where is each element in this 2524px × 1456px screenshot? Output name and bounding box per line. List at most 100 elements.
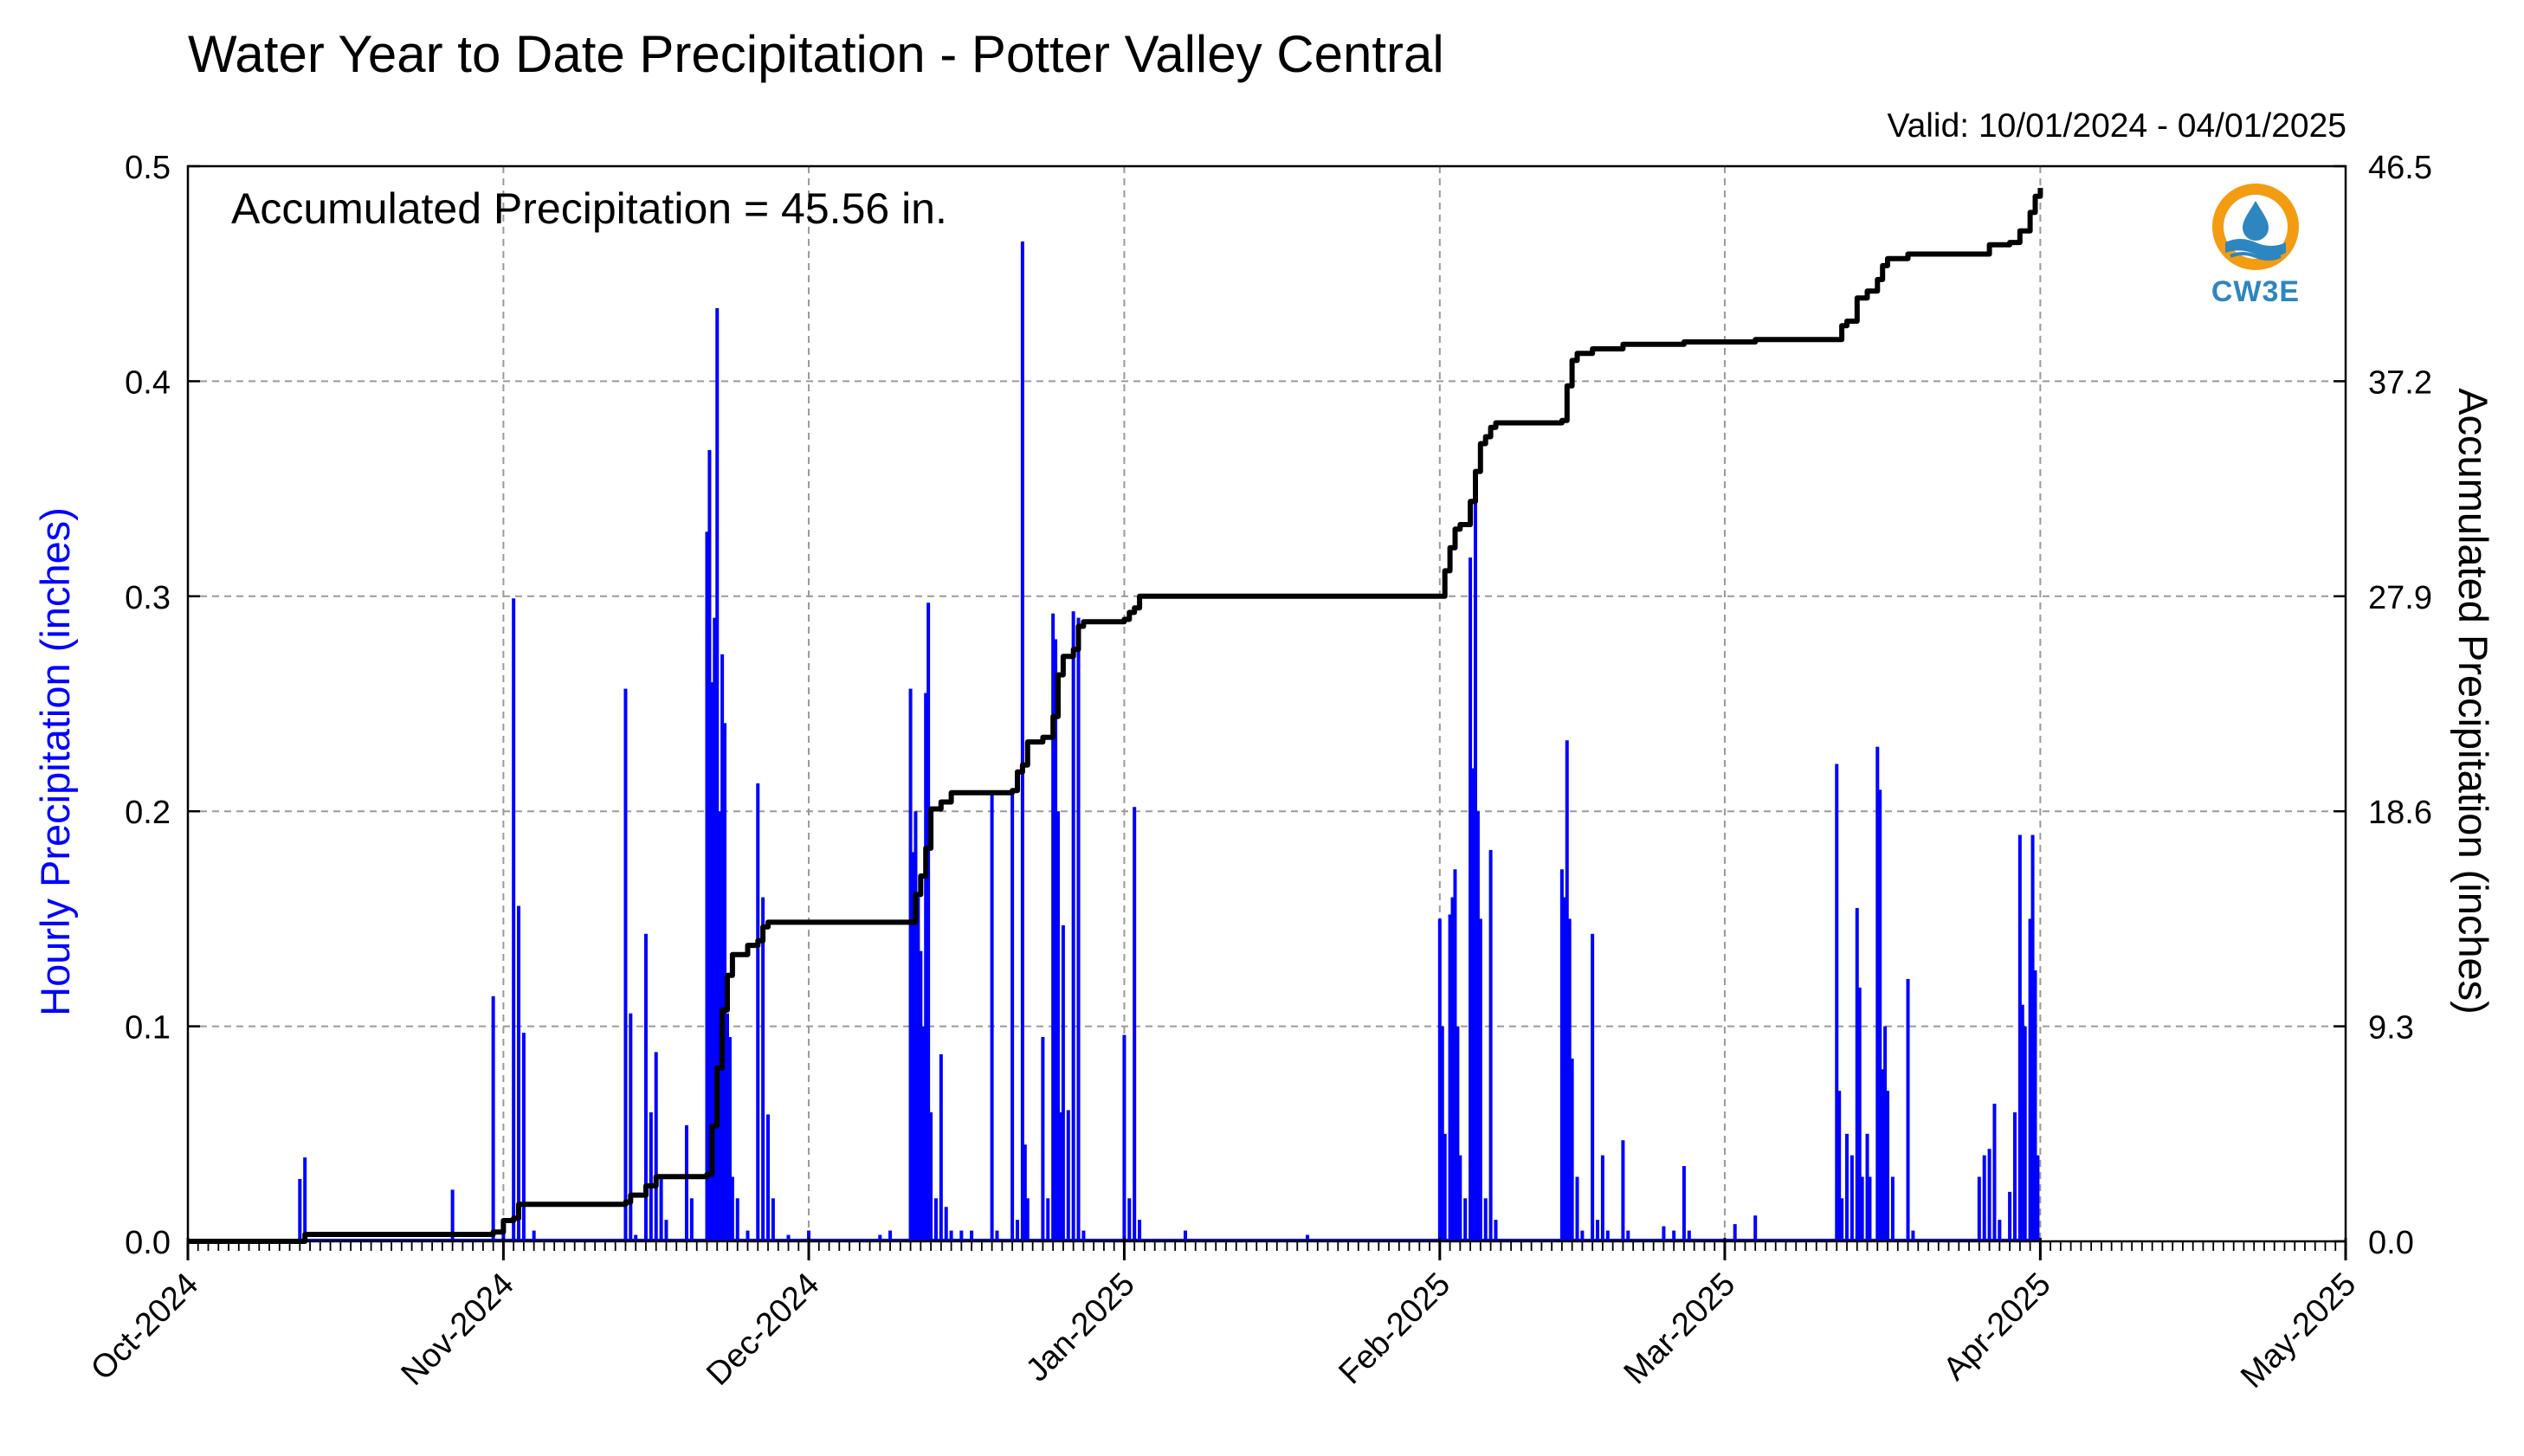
cw3e-logo-icon [2212, 184, 2299, 270]
right-tick-label: 9.3 [2368, 1010, 2414, 1047]
precip-bar [1023, 1144, 1027, 1241]
precip-bar [664, 1220, 668, 1241]
valid-date-range: Valid: 10/01/2024 - 04/01/2025 [1887, 107, 2346, 145]
precip-bar [634, 1234, 638, 1241]
precip-bar [1621, 1140, 1625, 1241]
precip-bar [1054, 639, 1058, 1241]
precip-bar [1494, 1220, 1498, 1241]
precip-bar [1488, 849, 1493, 1241]
x-tick-label: Dec-2024 [700, 1266, 826, 1393]
precip-bar [1570, 1058, 1574, 1241]
precip-bar [929, 1111, 933, 1241]
precip-bar [491, 995, 495, 1241]
y-axis-label-left: Hourly Precipitation (inches) [32, 507, 78, 1016]
precip-bar [1076, 617, 1081, 1241]
precip-bar [926, 602, 931, 1241]
precip-bar [1878, 789, 1882, 1241]
precip-bar [1998, 1220, 2002, 1241]
precip-bar [1041, 1037, 1045, 1241]
precip-bar [1600, 1155, 1604, 1241]
left-tick-label: 0.0 [125, 1225, 171, 1261]
precip-bar [1056, 811, 1061, 1241]
precip-bar [684, 1124, 688, 1241]
precip-bar [532, 1230, 536, 1241]
accumulated-line [188, 188, 2043, 1244]
precip-bar [1473, 488, 1477, 1241]
precip-bar [2036, 1155, 2040, 1241]
precip-bar [1456, 1026, 1460, 1241]
precip-bar [735, 1198, 739, 1241]
x-tick-label: Jan-2025 [1019, 1266, 1142, 1389]
right-tick-label: 46.5 [2368, 150, 2432, 186]
chart-title: Water Year to Date Precipitation - Potte… [188, 25, 1444, 83]
precip-bar [1046, 1198, 1050, 1241]
precip-bar [2028, 918, 2032, 1241]
precip-bar [1682, 1166, 1686, 1241]
precip-bar [1855, 907, 1859, 1241]
precip-bar [1306, 1234, 1310, 1241]
precip-bar [659, 1176, 663, 1241]
precip-bar [1753, 1215, 1758, 1241]
precip-bar [2008, 1191, 2012, 1241]
precip-bar [1127, 1198, 1132, 1241]
precip-bar [766, 1114, 771, 1241]
precip-bar [1443, 1133, 1447, 1241]
precip-bar [1626, 1230, 1630, 1241]
precip-bar [1883, 1026, 1888, 1241]
precip-bar [1860, 1176, 1864, 1241]
right-tick-label: 37.2 [2368, 364, 2432, 401]
precip-bar [715, 307, 720, 1242]
precip-bar [1475, 811, 1480, 1241]
precip-bar [707, 449, 712, 1241]
precip-bar [1051, 613, 1055, 1241]
precip-bar [726, 1013, 729, 1241]
precip-bar [1906, 978, 1910, 1241]
left-tick-label: 0.4 [125, 364, 171, 401]
y-axis-label-right: Accumulated Precipitation (inches) [2450, 388, 2496, 1015]
precip-bar [1982, 1155, 1986, 1241]
precip-bar [1580, 1230, 1585, 1241]
precip-bar [1463, 1198, 1468, 1241]
precip-bar [629, 1013, 633, 1241]
precip-bar [1865, 1133, 1869, 1241]
precip-bar [1868, 1176, 1872, 1241]
precip-bar [1469, 557, 1473, 1241]
precip-bar [1483, 1198, 1488, 1241]
precip-bar [713, 617, 717, 1241]
precip-bar [649, 1111, 653, 1241]
precip-bar [1992, 1104, 1997, 1241]
precip-bar [450, 1189, 455, 1241]
left-tick-label: 0.1 [125, 1010, 171, 1047]
left-tick-label: 0.3 [125, 580, 171, 616]
precip-bar [746, 1230, 750, 1241]
precip-bar [807, 1230, 811, 1241]
precip-bar [727, 1037, 732, 1241]
precip-bar [1840, 1198, 1844, 1241]
precip-bar [786, 1234, 791, 1241]
precip-bar [913, 811, 918, 1241]
x-tick-label: Feb-2025 [1332, 1266, 1457, 1392]
precip-bar [303, 1157, 307, 1241]
precip-bar [512, 598, 516, 1241]
precip-bar [1562, 897, 1566, 1241]
precip-bar [1133, 807, 1137, 1241]
precip-bar [1016, 1220, 1020, 1241]
precip-bar [1733, 1224, 1737, 1241]
precip-bar [1911, 1230, 1915, 1241]
precip-bar [933, 1198, 938, 1241]
precip-bar [921, 1026, 926, 1241]
right-tick-label: 18.6 [2368, 795, 2432, 831]
hourly-bars [188, 241, 2041, 1242]
precip-bar [1437, 918, 1442, 1241]
precip-bar [1565, 740, 1569, 1241]
precip-bar [623, 688, 628, 1241]
precip-bar [771, 1198, 775, 1241]
x-tick-label: Apr-2025 [1936, 1266, 2057, 1388]
precip-bar [1567, 918, 1572, 1241]
right-tick-label: 0.0 [2368, 1225, 2414, 1261]
left-tick-label: 0.2 [125, 795, 171, 831]
precip-bar [990, 794, 994, 1241]
precip-bar [1559, 869, 1564, 1241]
axes: 0.0 0.0 0.1 9.3 0.2 18.6 0.3 27.9 0.4 37.2 0.5 46.5… [84, 150, 2432, 1395]
precip-bar [517, 905, 521, 1241]
